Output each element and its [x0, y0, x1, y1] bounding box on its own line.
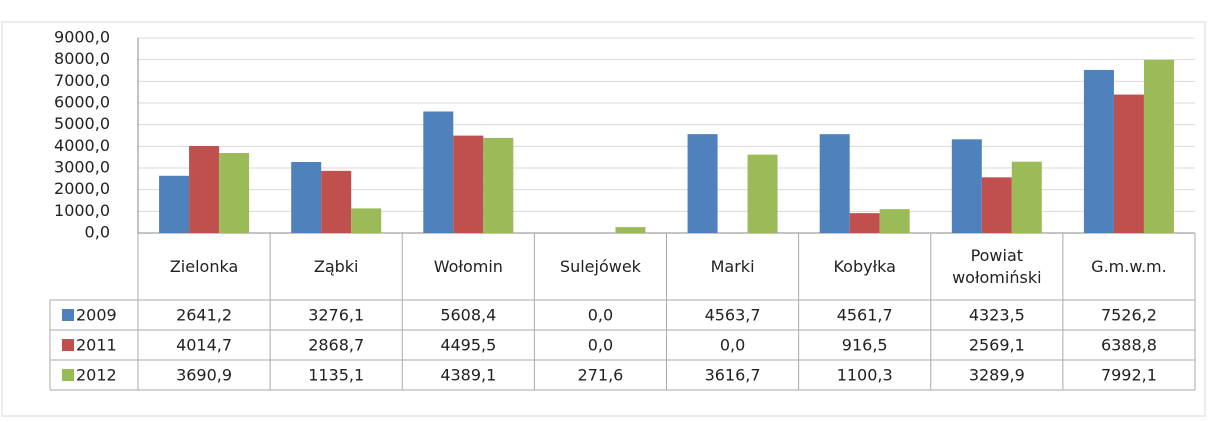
table-value: 3616,7: [705, 366, 761, 385]
table-value: 271,6: [578, 366, 624, 385]
table-value: 3690,9: [176, 366, 232, 385]
table-value: 2641,2: [176, 306, 232, 325]
x-tick-label: G.m.w.m.: [1091, 256, 1167, 276]
x-tick-label: Wołomin: [433, 256, 503, 276]
table-value: 0,0: [588, 306, 613, 325]
table-value: 7992,1: [1101, 366, 1157, 385]
legend-label: 2009: [76, 306, 117, 325]
bar: [615, 227, 646, 233]
table-value: 4389,1: [440, 366, 496, 385]
bar: [483, 137, 514, 233]
table-value: 4495,5: [440, 336, 496, 355]
table-value: 4014,7: [176, 336, 232, 355]
y-tick-label: 1000,0: [54, 201, 110, 220]
bar: [981, 177, 1012, 233]
bar: [423, 111, 454, 233]
category-cell: Wołomin: [433, 256, 503, 276]
x-tick-label: Kobyłka: [833, 256, 896, 276]
legend-swatch: [62, 309, 74, 321]
bar: [1143, 59, 1174, 234]
table-value: 3276,1: [308, 306, 364, 325]
y-tick-label: 9000,0: [54, 28, 110, 47]
bar: [819, 134, 850, 233]
y-tick-label: 8000,0: [54, 49, 110, 68]
table-value: 5608,4: [440, 306, 496, 325]
table-value: 0,0: [720, 336, 745, 355]
y-tick-label: 7000,0: [54, 71, 110, 90]
x-tick-label: Sulejówek: [559, 256, 641, 276]
y-tick-label: 0,0: [85, 223, 110, 242]
table-value: 3289,9: [969, 366, 1025, 385]
table-value: 916,5: [842, 336, 888, 355]
y-tick-label: 3000,0: [54, 158, 110, 177]
y-tick-label: 5000,0: [54, 114, 110, 133]
x-tick-label: Ząbki: [313, 256, 359, 276]
table-value: 6388,8: [1101, 336, 1157, 355]
y-tick-label: 2000,0: [54, 179, 110, 198]
bar: [219, 153, 250, 233]
table-value: 4563,7: [705, 306, 761, 325]
bar: [453, 135, 484, 233]
legend-swatch: [62, 339, 74, 351]
table-value: 4561,7: [837, 306, 893, 325]
bar: [1011, 161, 1042, 233]
legend-label: 2011: [76, 336, 117, 355]
table-value: 2569,1: [969, 336, 1025, 355]
category-cell: Ząbki: [313, 256, 359, 276]
bar: [849, 213, 880, 233]
category-cell: Kobyłka: [833, 256, 896, 276]
bar: [321, 170, 352, 233]
x-tick-label: Powiat wołomiński: [952, 245, 1042, 287]
bar: [951, 139, 982, 233]
bar: [747, 154, 778, 233]
bar: [1083, 69, 1114, 233]
x-tick-label: Marki: [710, 256, 755, 276]
category-cell: Zielonka: [169, 256, 239, 276]
table-value: 2868,7: [308, 336, 364, 355]
legend-label: 2012: [76, 366, 117, 385]
category-cell: Sulejówek: [559, 256, 641, 276]
bar: [879, 209, 910, 233]
category-cell: G.m.w.m.: [1091, 256, 1167, 276]
table-value: 1135,1: [308, 366, 364, 385]
y-tick-label: 6000,0: [54, 93, 110, 112]
bar: [159, 175, 190, 233]
x-tick-label: Zielonka: [169, 256, 239, 276]
table-value: 0,0: [588, 336, 613, 355]
table-value: 1100,3: [837, 366, 893, 385]
bar: [1113, 94, 1144, 234]
table-value: 4323,5: [969, 306, 1025, 325]
bar: [291, 162, 322, 233]
bar: [189, 146, 220, 233]
y-tick-label: 4000,0: [54, 136, 110, 155]
bar: [687, 134, 718, 233]
table-value: 7526,2: [1101, 306, 1157, 325]
bar: [351, 208, 382, 233]
category-cell: Marki: [710, 256, 755, 276]
legend-swatch: [62, 369, 74, 381]
category-cell: Powiat wołomiński: [952, 245, 1042, 287]
